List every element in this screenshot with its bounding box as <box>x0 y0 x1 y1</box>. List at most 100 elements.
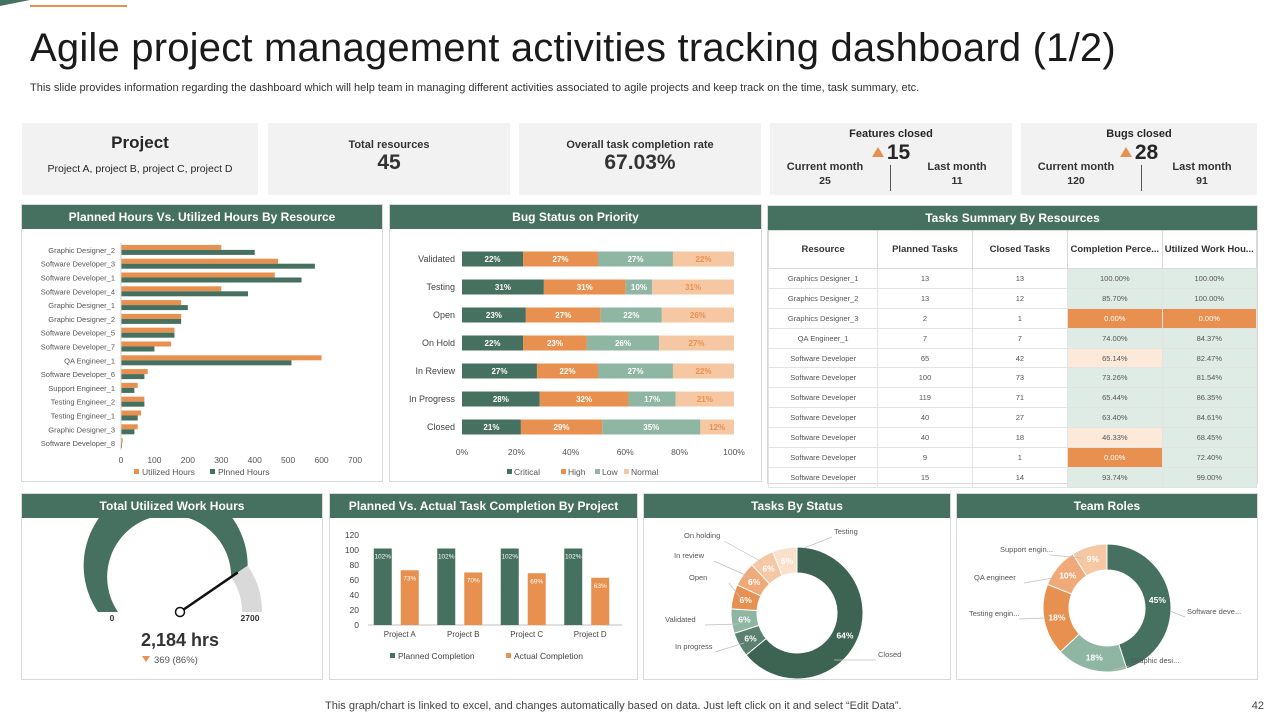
table-cell: Software Developer <box>769 348 878 368</box>
roles-leader-line <box>1019 618 1045 619</box>
hours-bar-utilized-hours <box>121 314 181 319</box>
table-row: Software Developer 100 73 73.26% 81.54% <box>769 368 1257 388</box>
table-row: Graphics Designer_3 2 1 0.00% 0.00% <box>769 308 1257 328</box>
table-cell: 86.35% <box>1162 388 1256 408</box>
bug-value-label: 35% <box>643 423 659 432</box>
hours-bar-plnned-hours <box>121 388 134 393</box>
gauge-min-label: 0 <box>110 613 115 623</box>
kpi-completion-card: Overall task completion rate 67.03% <box>519 123 761 195</box>
table-cell: Software Developer <box>769 368 878 388</box>
hours-x-tick: 400 <box>248 455 262 465</box>
kpi-bugs-card: Bugs closed 28 Current month 120 Last mon… <box>1021 123 1257 195</box>
bug-status-panel: Bug Status on Priority Validated 22% 27% 27… <box>389 204 762 482</box>
pva-category-label: Project B <box>447 630 479 639</box>
hours-category-label: QA Engineer_1 <box>64 356 115 365</box>
table-cell: 65.14% <box>1068 348 1163 368</box>
status-leader-line <box>804 537 832 548</box>
footer-note: This graph/chart is linked to excel, and… <box>325 700 902 712</box>
gauge-max-label: 2700 <box>241 613 260 623</box>
divider <box>1141 165 1142 191</box>
table-cell: 63.40% <box>1068 408 1163 428</box>
table-cell: 42 <box>972 348 1067 368</box>
hours-category-label: Graphic Designer_3 <box>48 425 115 434</box>
hours-bar-plnned-hours <box>121 429 134 434</box>
hours-panel: Planned Hours Vs. Utilized Hours By Reso… <box>21 204 383 482</box>
hours-legend-swatch <box>210 469 215 474</box>
table-row: Software Developer 9 1 0.00% 72.40% <box>769 448 1257 468</box>
table-cell: 68.45% <box>1162 428 1256 448</box>
table-cell: 0.00% <box>1068 448 1163 468</box>
hours-category-label: Graphic Designer_2 <box>48 315 115 324</box>
table-cell: 0.00% <box>1068 308 1163 328</box>
table-cell: 81.54% <box>1162 368 1256 388</box>
bug-legend-swatch <box>507 469 512 474</box>
bug-category-label: Validated <box>418 254 455 264</box>
kpi-project-title: Project <box>22 133 258 153</box>
bug-x-tick: 20% <box>508 447 525 457</box>
tasks-summary-panel: Tasks Summary By Resources Resource Plann… <box>767 205 1258 484</box>
pva-value-label: 73% <box>403 575 416 582</box>
bug-legend-swatch <box>624 469 629 474</box>
triangle-up-icon <box>1120 147 1132 157</box>
bug-category-label: In Review <box>415 366 455 376</box>
hours-bar-utilized-hours <box>121 355 322 360</box>
kpi-completion-value: 67.03% <box>519 151 761 175</box>
table-cell: QA Engineer_1 <box>769 328 878 348</box>
status-leader-line <box>714 561 752 578</box>
roles-category-label: QA engineer <box>974 573 1016 582</box>
hours-bar-plnned-hours <box>121 250 255 255</box>
bug-legend-label: Low <box>602 467 618 477</box>
tasks-summary-table-wrap: Resource Planned Tasks Closed Tasks Complet… <box>768 230 1257 488</box>
planned-vs-actual-header: Planned Vs. Actual Task Completion By Pr… <box>330 494 637 518</box>
table-cell: 73 <box>972 368 1067 388</box>
divider <box>890 165 891 191</box>
hours-bar-utilized-hours <box>121 397 144 402</box>
bug-value-label: 23% <box>547 339 563 348</box>
roles-value-label: 9% <box>1087 554 1100 564</box>
status-category-label: Closed <box>878 650 901 659</box>
table-cell: 100.00% <box>1162 269 1256 289</box>
table-cell: 18 <box>972 428 1067 448</box>
bug-value-label: 28% <box>493 395 509 404</box>
table-cell: 100 <box>878 368 972 388</box>
bug-x-tick: 80% <box>671 447 688 457</box>
bug-status-chart: Validated 22% 27% 27% 22%Testing 31% 31% 10% 31%… <box>390 229 761 481</box>
roles-value-label: 18% <box>1048 613 1065 623</box>
pva-legend-swatch <box>390 653 395 658</box>
hours-category-label: Software Developer_4 <box>41 287 115 296</box>
triangle-up-icon <box>872 147 884 157</box>
table-cell: 7 <box>972 328 1067 348</box>
hours-x-tick: 100 <box>147 455 161 465</box>
pva-value-label: 102% <box>501 554 518 561</box>
bug-x-tick: 100% <box>723 447 745 457</box>
bug-category-label: Closed <box>427 422 455 432</box>
pva-legend-label: Actual Completion <box>514 651 583 661</box>
table-cell: 9 <box>878 448 972 468</box>
bug-value-label: 31% <box>685 283 701 292</box>
table-cell: Graphics Designer_3 <box>769 308 878 328</box>
hours-bar-utilized-hours <box>121 383 138 388</box>
team-roles-panel: Team Roles 45% 18% 18% 10% 9% Software deve..… <box>956 493 1258 680</box>
pva-value-label: 70% <box>467 578 480 585</box>
table-cell: 2 <box>878 308 972 328</box>
hours-bar-plnned-hours <box>121 319 181 324</box>
table-row: Software Developer 40 27 63.40% 84.61% <box>769 408 1257 428</box>
table-row: Software Developer 40 18 46.33% 68.45% <box>769 428 1257 448</box>
page-title: Agile project management activities trac… <box>30 26 1116 71</box>
table-cell: 15 <box>878 467 972 487</box>
table-cell: 40 <box>878 408 972 428</box>
bug-value-label: 31% <box>577 283 593 292</box>
gauge-delta-label: 369 (86%) <box>154 655 198 666</box>
pva-y-tick: 60 <box>350 575 360 585</box>
team-roles-header: Team Roles <box>957 494 1257 518</box>
kpi-features-card: Features closed 15 Current month 25 Last … <box>770 123 1012 195</box>
status-category-label: On holding <box>684 531 720 540</box>
roles-value-label: 18% <box>1086 652 1103 662</box>
hours-category-label: Software Developer_3 <box>41 260 115 269</box>
roles-value-label: 10% <box>1059 570 1076 580</box>
hours-category-label: Software Developer_8 <box>41 439 115 448</box>
hours-category-label: Graphic Designer_1 <box>48 301 115 310</box>
status-value-label: 6% <box>748 577 761 587</box>
table-cell: 13 <box>878 269 972 289</box>
bug-legend-label: Critical <box>514 467 540 477</box>
